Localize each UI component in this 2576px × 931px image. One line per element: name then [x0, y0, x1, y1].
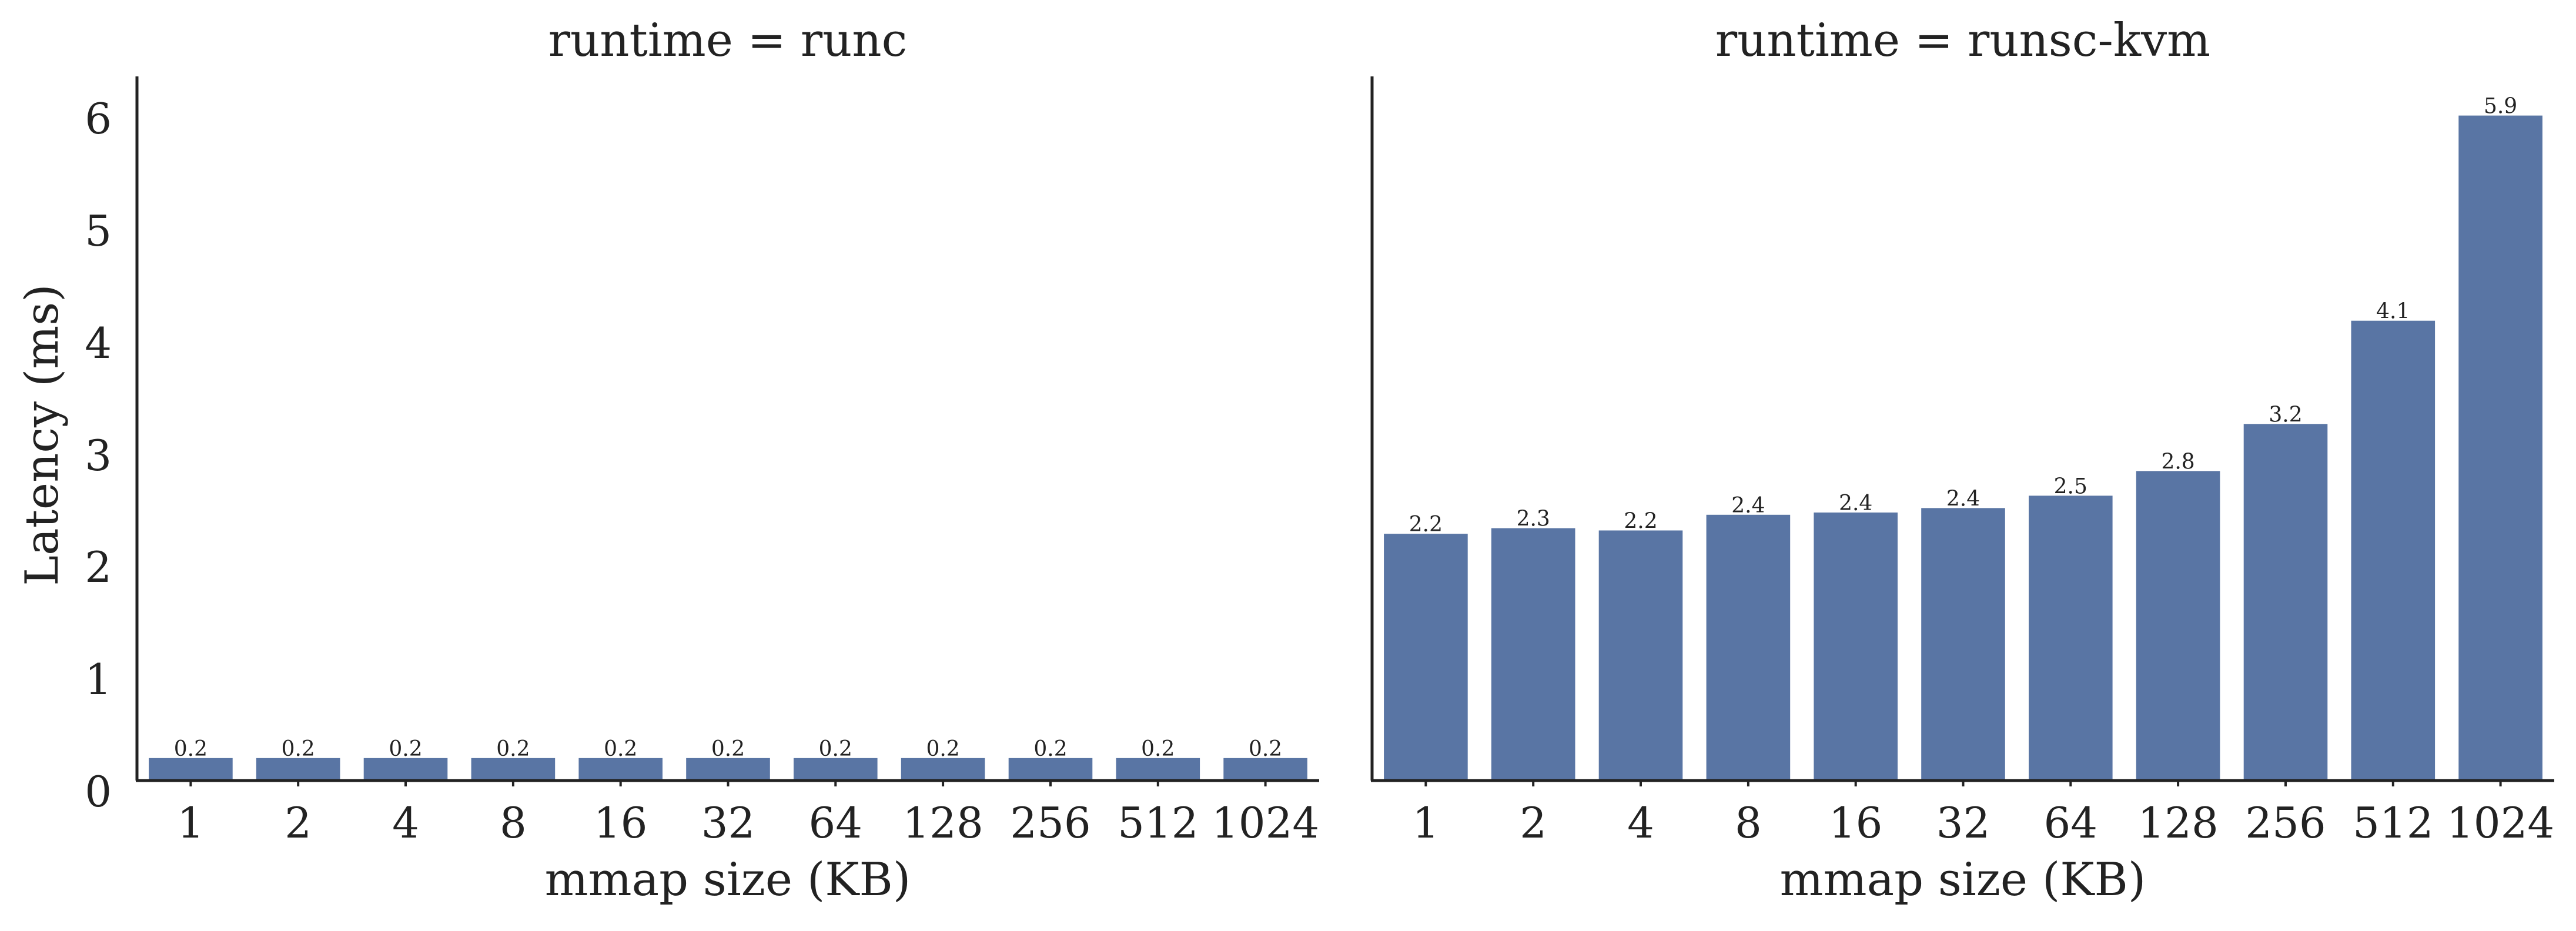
data-label-1024: 0.2 — [1249, 737, 1282, 761]
panel-runsc-kvm: runtime = runsc-kvm mmap size (KB) 2.212… — [1370, 14, 2554, 906]
x-tick-32: 32 — [1936, 798, 1990, 848]
bar-1 — [149, 758, 233, 781]
data-label-4: 2.2 — [1624, 510, 1657, 534]
y-tick-6: 6 — [85, 94, 112, 143]
x-tick-512: 512 — [2353, 798, 2433, 848]
data-label-32: 0.2 — [711, 737, 745, 761]
y-tick-2: 2 — [85, 542, 112, 592]
data-label-512: 4.1 — [2376, 300, 2410, 324]
data-label-128: 2.8 — [2161, 450, 2194, 474]
x-axis-label-runc: mmap size (KB) — [545, 853, 911, 906]
y-tick-5: 5 — [85, 206, 112, 256]
bar-8 — [1706, 514, 1791, 781]
bar-4 — [1598, 530, 1683, 781]
bar-2 — [256, 758, 340, 781]
y-tick-4: 4 — [85, 319, 112, 368]
x-tick-32: 32 — [701, 798, 755, 848]
bar-1 — [1384, 534, 1468, 781]
data-label-64: 2.5 — [2054, 474, 2087, 498]
bar-16 — [1814, 513, 1898, 781]
panel-runc: runtime = runc Latency (ms) mmap size (K… — [16, 14, 1319, 906]
data-label-16: 2.4 — [1839, 491, 1872, 515]
bars-runsc-kvm: 2.2 1 2.3 2 2.2 4 2.4 8 2.4 16 2.4 32 2.5 64 2.8 128 3.2… — [1384, 95, 2554, 848]
x-tick-1024: 1024 — [2447, 798, 2554, 848]
bar-2 — [1491, 528, 1575, 781]
bar-128 — [901, 758, 985, 781]
bar-32 — [1921, 508, 2005, 781]
x-tick-1: 1 — [177, 798, 204, 848]
bar-1024 — [1223, 758, 1307, 781]
panel-title-runsc-kvm: runtime = runsc-kvm — [1715, 14, 2210, 67]
y-tick-3: 3 — [85, 431, 112, 480]
panel-title-runc: runtime = runc — [548, 14, 908, 67]
data-label-128: 0.2 — [926, 737, 959, 761]
bar-16 — [578, 758, 663, 781]
data-label-4: 0.2 — [389, 737, 422, 761]
data-label-2: 0.2 — [282, 737, 315, 761]
bar-8 — [471, 758, 556, 781]
x-tick-256: 256 — [2245, 798, 2326, 848]
data-label-16: 0.2 — [604, 737, 637, 761]
x-tick-4: 4 — [1627, 798, 1654, 848]
x-axis-label-runsc-kvm: mmap size (KB) — [1780, 853, 2146, 906]
y-tick-labels: 0 1 2 3 4 5 6 — [85, 94, 112, 816]
data-label-1: 0.2 — [174, 737, 208, 761]
data-label-8: 2.4 — [1731, 494, 1765, 518]
data-label-64: 0.2 — [819, 737, 852, 761]
x-tick-2: 2 — [1520, 798, 1547, 848]
x-tick-16: 16 — [594, 798, 648, 848]
x-tick-4: 4 — [392, 798, 419, 848]
bar-256 — [1008, 758, 1093, 781]
bars-runc: 0.2 1 0.2 2 0.2 4 0.2 8 0.2 16 0.2 32 0.2 64 0.2 128 0.2… — [149, 737, 1319, 848]
x-tick-128: 128 — [2137, 798, 2218, 848]
bar-256 — [2243, 424, 2328, 781]
x-tick-1024: 1024 — [1212, 798, 1319, 848]
bar-64 — [794, 758, 878, 781]
data-label-512: 0.2 — [1141, 737, 1175, 761]
x-tick-64: 64 — [808, 798, 862, 848]
x-tick-512: 512 — [1118, 798, 1198, 848]
x-tick-64: 64 — [2043, 798, 2097, 848]
x-tick-16: 16 — [1829, 798, 1883, 848]
bar-512 — [1116, 758, 1200, 781]
x-tick-8: 8 — [1735, 798, 1762, 848]
data-label-8: 0.2 — [496, 737, 530, 761]
data-label-256: 0.2 — [1033, 737, 1067, 761]
bar-1024 — [2458, 115, 2542, 781]
data-label-256: 3.2 — [2269, 403, 2302, 427]
bar-128 — [2136, 471, 2220, 781]
x-tick-8: 8 — [500, 798, 527, 848]
x-tick-2: 2 — [285, 798, 312, 848]
data-label-32: 2.4 — [1946, 487, 1980, 511]
bar-4 — [363, 758, 448, 781]
x-tick-256: 256 — [1010, 798, 1090, 848]
y-tick-0: 0 — [85, 767, 112, 816]
bar-32 — [686, 758, 770, 781]
y-axis-label: Latency (ms) — [16, 284, 69, 585]
data-label-2: 2.3 — [1517, 507, 1550, 531]
data-label-1: 2.2 — [1409, 513, 1443, 537]
bar-64 — [2029, 495, 2113, 781]
bar-512 — [2351, 320, 2436, 781]
data-label-1024: 5.9 — [2484, 95, 2517, 119]
x-tick-1: 1 — [1412, 798, 1439, 848]
y-tick-1: 1 — [85, 655, 112, 704]
x-tick-128: 128 — [902, 798, 983, 848]
